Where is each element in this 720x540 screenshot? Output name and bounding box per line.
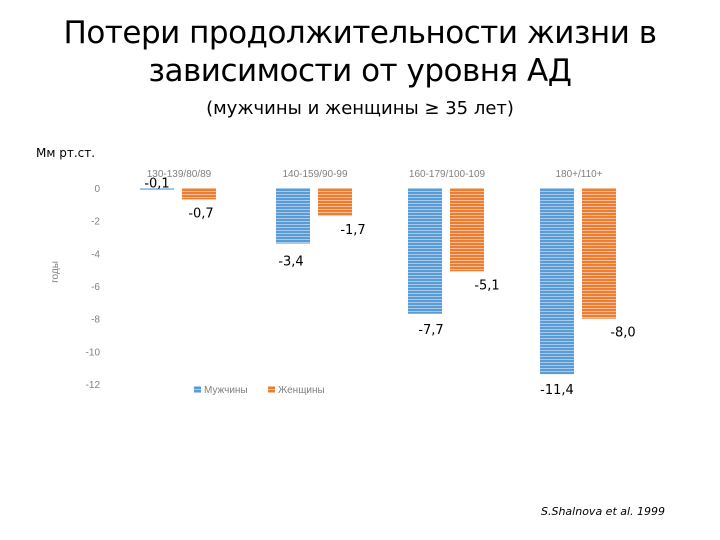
legend-label: Женщины: [278, 385, 325, 396]
slide-subtitle: (мужчины и женщины ≥ 35 лет): [206, 98, 514, 119]
y-tick-label: -8: [91, 315, 100, 326]
legend-swatch: [194, 386, 201, 393]
data-label: -0,7: [188, 206, 213, 221]
y-tick-label: -12: [86, 380, 101, 391]
y-tick-label: -4: [91, 249, 100, 260]
category-label: 160-179/100-109: [409, 169, 486, 180]
title-line-1: Потери продолжительности жизни в: [63, 15, 657, 51]
bar: [540, 188, 574, 375]
legend-label: Мужчины: [204, 385, 248, 396]
data-label: -5,1: [474, 278, 499, 293]
slide-title: Потери продолжительности жизни в зависим…: [0, 14, 720, 90]
bar: [276, 188, 310, 244]
data-label: -1,7: [340, 223, 365, 238]
y-tick-label: 0: [94, 184, 100, 195]
unit-label: Мм рт.ст.: [36, 146, 96, 160]
category-label: 180+/110+: [555, 169, 602, 180]
data-label: -7,7: [418, 323, 443, 338]
category-label: 140-159/90-99: [282, 169, 347, 180]
plot-area: 0 -2 -4 -6 -8 -10 -12 годы 130-139/80/89 140-159/…: [50, 169, 636, 398]
bar: [450, 188, 484, 272]
data-label: -0,1: [144, 177, 169, 192]
data-label: -3,4: [278, 255, 303, 270]
category-label: 130-139/80/89: [147, 169, 212, 180]
data-label: -8,0: [610, 326, 635, 341]
y-tick-label: -10: [86, 347, 101, 358]
legend-swatch: [268, 386, 275, 393]
source-citation: S.Shalnova et al. 1999: [541, 505, 666, 518]
bar: [140, 188, 174, 190]
bar: [182, 188, 216, 200]
y-tick-label: -2: [91, 217, 100, 228]
bar: [318, 188, 352, 216]
data-label: -11,4: [540, 383, 574, 398]
bar: [582, 188, 616, 319]
title-line-2: зависимости от уровня АД: [148, 53, 572, 89]
bar: [408, 188, 442, 314]
y-tick-label: -6: [91, 282, 100, 293]
y-axis-title: годы: [50, 261, 61, 283]
